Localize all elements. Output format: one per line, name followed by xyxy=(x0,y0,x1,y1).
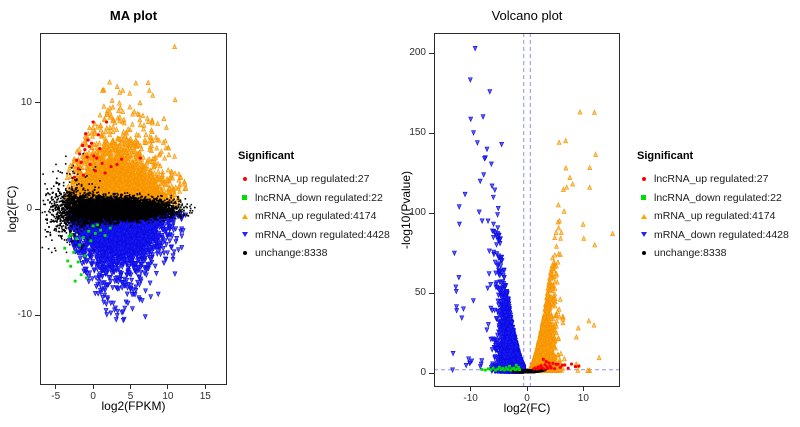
volcano-plot-legend: Significant lncRNA_up regulated:27 lncRN… xyxy=(637,150,789,263)
y-tick-label: 100 xyxy=(409,207,426,218)
red-circle-marker-icon xyxy=(242,177,247,182)
ma-plot-legend: Significant lncRNA_up regulated:27 lncRN… xyxy=(238,150,390,263)
legend-item-mrna-up: mRNA_up regulated:4174 xyxy=(637,207,789,226)
x-tick xyxy=(167,385,169,389)
y-tick xyxy=(35,208,40,210)
x-tick-label: 0 xyxy=(90,391,96,402)
ma-plot-x-axis-label: log2(FPKM) xyxy=(101,399,166,413)
x-tick xyxy=(526,387,528,391)
x-tick xyxy=(55,385,57,389)
x-tick-label: 0 xyxy=(524,393,530,404)
y-tick xyxy=(35,314,40,316)
legend-title: Significant xyxy=(238,150,295,162)
volcano-plot-x-axis-label: log2(FC) xyxy=(503,401,551,415)
volcano-plot-canvas xyxy=(434,33,620,387)
x-tick xyxy=(204,385,206,389)
y-tick xyxy=(429,372,434,374)
x-tick xyxy=(582,387,584,391)
y-tick-label: 150 xyxy=(409,127,426,138)
y-tick xyxy=(429,52,434,54)
x-tick-label: -5 xyxy=(51,391,61,402)
x-tick xyxy=(92,385,94,389)
y-tick xyxy=(429,212,434,214)
orange-triangle-up-marker-icon xyxy=(241,213,248,219)
blue-triangle-down-marker-icon xyxy=(241,232,248,238)
legend-item-mrna-up: mRNA_up regulated:4174 xyxy=(238,207,390,226)
x-tick-label: 10 xyxy=(162,391,174,402)
legend-item-mrna-down: mRNA_down regulated:4428 xyxy=(238,226,390,245)
red-circle-marker-icon xyxy=(641,177,646,182)
y-tick xyxy=(429,132,434,134)
legend-item-lncrna-down: lncRNA_down regulated:22 xyxy=(637,189,789,208)
legend-item-lncrna-up: lncRNA_up regulated:27 xyxy=(238,170,390,189)
legend-item-lncrna-up: lncRNA_up regulated:27 xyxy=(637,170,789,189)
y-tick-label: 0 xyxy=(420,367,426,378)
ma-plot-title: MA plot xyxy=(109,8,158,23)
legend-item-unchange: unchange:8338 xyxy=(637,244,789,263)
green-square-marker-icon xyxy=(641,195,646,201)
black-circle-marker-icon xyxy=(242,251,247,256)
y-tick xyxy=(429,292,434,294)
green-square-marker-icon xyxy=(242,195,247,201)
ma-plot-canvas xyxy=(40,33,227,385)
y-tick-label: 0 xyxy=(26,203,32,214)
volcano-plot-title: Volcano plot xyxy=(491,8,563,23)
x-tick-label: 5 xyxy=(127,391,134,402)
x-tick xyxy=(470,387,472,391)
x-tick-label: -10 xyxy=(463,393,478,404)
legend-item-mrna-down: mRNA_down regulated:4428 xyxy=(637,226,789,245)
legend-item-unchange: unchange:8338 xyxy=(238,244,390,263)
y-tick-label: 200 xyxy=(409,47,426,58)
black-circle-marker-icon xyxy=(641,251,646,256)
y-tick-label: -10 xyxy=(17,309,32,321)
y-tick-label: 10 xyxy=(20,96,32,108)
x-tick-label: 10 xyxy=(577,393,589,404)
orange-triangle-up-marker-icon xyxy=(640,213,647,219)
y-tick xyxy=(35,102,40,104)
legend-item-lncrna-down: lncRNA_down regulated:22 xyxy=(238,189,390,208)
legend-title: Significant xyxy=(637,150,694,162)
blue-triangle-down-marker-icon xyxy=(640,232,647,238)
x-tick xyxy=(130,385,131,389)
x-tick-label: 15 xyxy=(199,391,211,402)
y-tick-label: 50 xyxy=(414,287,426,298)
